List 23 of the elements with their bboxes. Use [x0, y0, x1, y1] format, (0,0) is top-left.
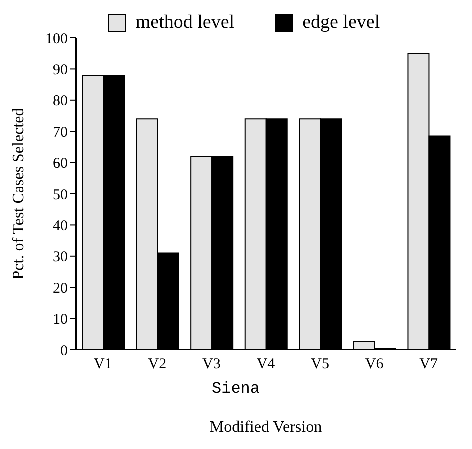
- x-tick-label: V1: [94, 356, 112, 373]
- y-tick-label: 70: [53, 124, 68, 141]
- x-axis-title: Modified Version: [210, 419, 322, 436]
- y-tick-label: 20: [53, 280, 68, 297]
- y-tick-label: 80: [53, 94, 68, 110]
- x-tick-label: V5: [311, 356, 330, 373]
- text: Siena: [210, 380, 261, 398]
- y-tick-label: 10: [53, 312, 68, 328]
- y-tick-label: 0: [60, 343, 68, 360]
- y-tick-label: 90: [53, 62, 68, 79]
- y-tick-label: 50: [53, 187, 68, 204]
- x-tick-label: V6: [365, 356, 384, 373]
- x-tick-label: V3: [202, 356, 221, 373]
- y-tick-label: 100: [46, 31, 68, 48]
- y-tick-label: 40: [53, 218, 68, 235]
- x-tick-label: V7: [420, 356, 439, 373]
- y-tick-label: 60: [53, 156, 68, 172]
- x-tick-label: V2: [148, 356, 167, 373]
- y-tick-label: 30: [53, 250, 68, 266]
- x-tick-label: V4: [256, 356, 276, 373]
- legend-label: edge level: [302, 12, 380, 34]
- y-axis-title: Pct. of Test Cases Selected: [10, 108, 28, 280]
- legend-label: method level: [136, 12, 235, 34]
